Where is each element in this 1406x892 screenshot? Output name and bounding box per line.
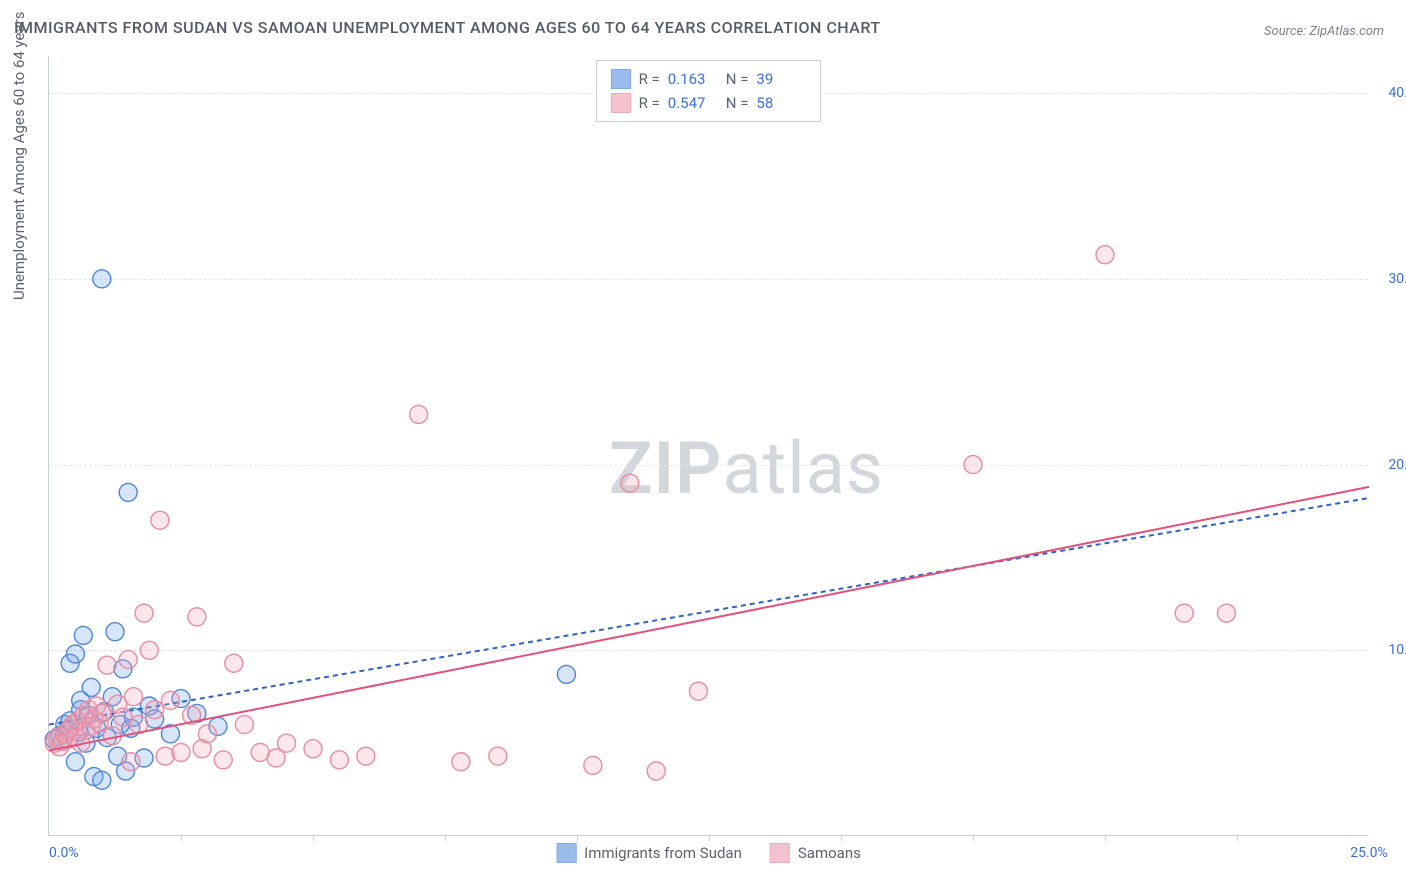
x-tick-mark <box>1237 835 1238 841</box>
trend-line <box>49 498 1369 725</box>
legend-swatch <box>556 843 576 863</box>
legend-swatch <box>611 93 631 113</box>
r-value: 0.163 <box>668 67 718 91</box>
n-label: N = <box>726 67 749 91</box>
data-point <box>452 753 470 771</box>
stat-legend-row: R = 0.547 N = 58 <box>611 91 807 115</box>
data-point <box>1217 604 1235 622</box>
x-tick-mark <box>181 835 182 841</box>
data-point <box>689 682 707 700</box>
scatter-svg <box>49 56 1368 835</box>
stat-legend-row: R = 0.163 N = 39 <box>611 67 807 91</box>
data-point <box>146 701 164 719</box>
data-point <box>66 753 84 771</box>
data-point <box>330 751 348 769</box>
series-legend: Immigrants from Sudan Samoans <box>556 843 861 863</box>
correlation-legend: R = 0.163 N = 39 R = 0.547 N = 58 <box>596 60 822 122</box>
x-tick-mark <box>973 835 974 841</box>
data-point <box>304 740 322 758</box>
n-value: 39 <box>756 67 806 91</box>
data-point <box>647 762 665 780</box>
data-point <box>584 756 602 774</box>
data-point <box>235 716 253 734</box>
series-legend-item: Samoans <box>770 843 861 863</box>
data-point <box>119 651 137 669</box>
data-point <box>161 691 179 709</box>
data-point <box>489 747 507 765</box>
r-value: 0.547 <box>668 91 718 115</box>
series-legend-label: Samoans <box>798 844 861 862</box>
data-point <box>124 688 142 706</box>
chart-title: IMMIGRANTS FROM SUDAN VS SAMOAN UNEMPLOY… <box>14 18 881 37</box>
x-tick-mark <box>445 835 446 841</box>
data-point <box>172 743 190 761</box>
data-point <box>188 608 206 626</box>
x-tick-label: 25.0% <box>1350 845 1388 861</box>
y-tick-label: 20.0% <box>1376 457 1406 473</box>
data-point <box>119 483 137 501</box>
n-label: N = <box>726 91 749 115</box>
data-point <box>225 654 243 672</box>
series-legend-item: Immigrants from Sudan <box>556 843 742 863</box>
data-point <box>93 771 111 789</box>
data-point <box>410 405 428 423</box>
data-point <box>156 747 174 765</box>
data-point <box>357 747 375 765</box>
data-point <box>964 456 982 474</box>
y-tick-label: 40.0% <box>1376 85 1406 101</box>
r-label: R = <box>639 91 660 115</box>
data-point <box>1096 246 1114 264</box>
source-attribution: Source: ZipAtlas.com <box>1264 24 1384 39</box>
data-point <box>93 704 111 722</box>
x-tick-mark <box>841 835 842 841</box>
legend-swatch <box>611 69 631 89</box>
data-point <box>214 751 232 769</box>
data-point <box>122 753 140 771</box>
n-value: 58 <box>756 91 806 115</box>
data-point <box>278 734 296 752</box>
data-point <box>151 511 169 529</box>
data-point <box>106 623 124 641</box>
plot-area: ZIPatlas 10.0%20.0%30.0%40.0% 0.0%25.0% … <box>48 56 1368 836</box>
data-point <box>1175 604 1193 622</box>
data-point <box>140 641 158 659</box>
series-legend-label: Immigrants from Sudan <box>584 844 742 862</box>
data-point <box>557 665 575 683</box>
data-point <box>74 626 92 644</box>
data-point <box>93 270 111 288</box>
data-point <box>621 474 639 492</box>
trend-line <box>49 487 1369 751</box>
x-tick-mark <box>313 835 314 841</box>
y-axis-label: Unemployment Among Ages 60 to 64 years <box>10 12 28 300</box>
x-tick-mark <box>1105 835 1106 841</box>
r-label: R = <box>639 67 660 91</box>
x-tick-label: 0.0% <box>49 845 79 861</box>
legend-swatch <box>770 843 790 863</box>
y-tick-label: 30.0% <box>1376 271 1406 287</box>
data-point <box>98 656 116 674</box>
x-tick-mark <box>577 835 578 841</box>
data-point <box>135 604 153 622</box>
data-point <box>198 725 216 743</box>
y-tick-label: 10.0% <box>1376 642 1406 658</box>
x-tick-mark <box>709 835 710 841</box>
data-point <box>66 645 84 663</box>
data-point <box>82 678 100 696</box>
